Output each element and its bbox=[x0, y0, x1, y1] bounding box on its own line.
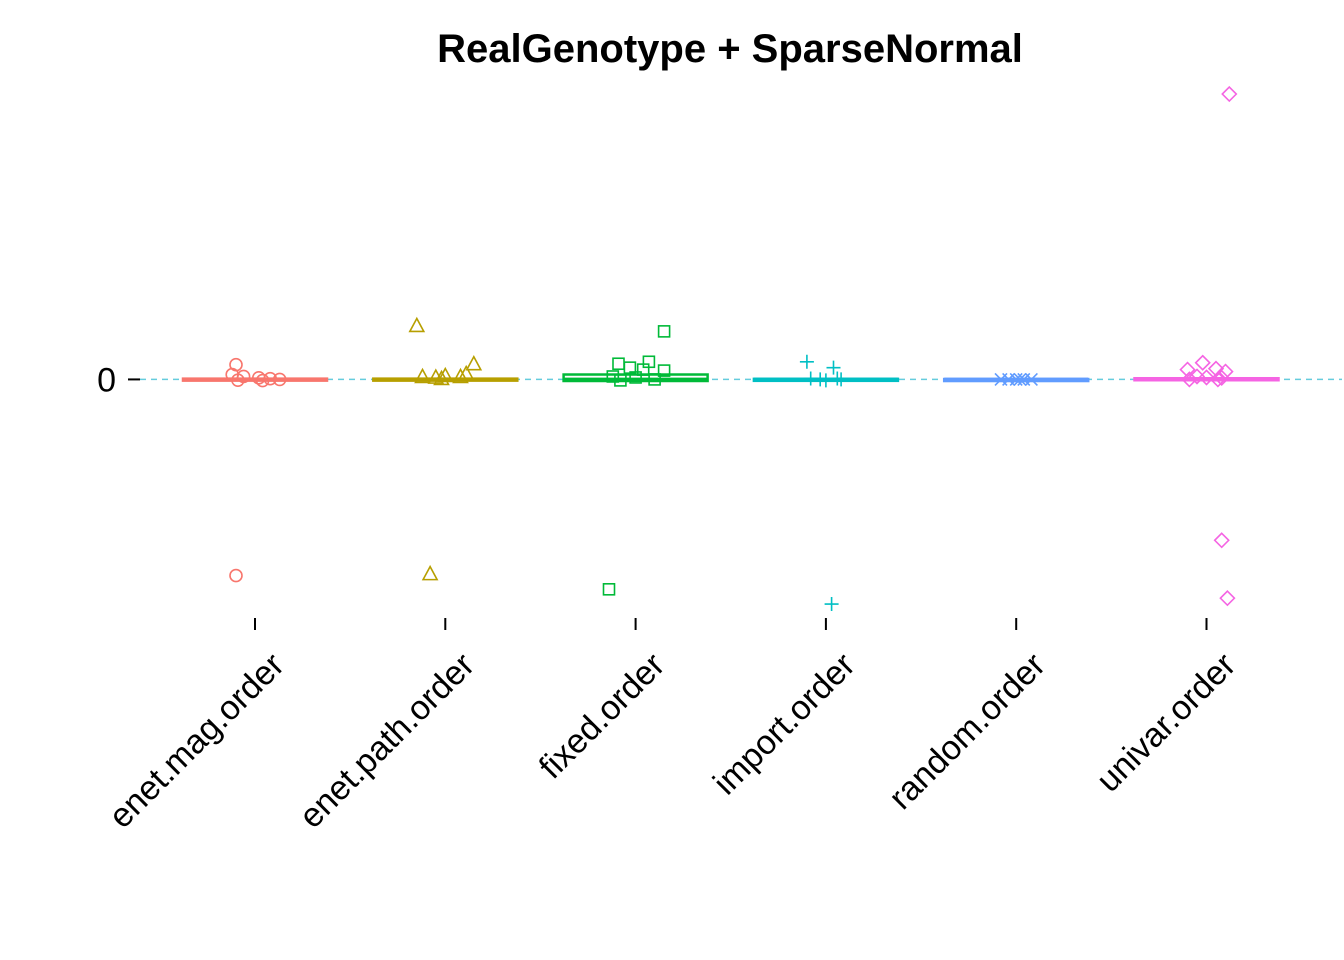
series-enet-path-order bbox=[372, 316, 519, 581]
data-point bbox=[421, 564, 439, 581]
data-point bbox=[830, 371, 845, 386]
data-point bbox=[1221, 85, 1238, 103]
data-point bbox=[629, 371, 642, 384]
data-point bbox=[1217, 363, 1234, 380]
data-point bbox=[1209, 371, 1227, 388]
data-point bbox=[1181, 371, 1198, 388]
data-point bbox=[606, 370, 620, 383]
data-point bbox=[636, 363, 650, 376]
x-tick-label: enet.path.order bbox=[292, 646, 482, 836]
data-point bbox=[1213, 532, 1230, 549]
data-point bbox=[826, 360, 841, 375]
series-enet-mag-order bbox=[181, 357, 329, 583]
data-point bbox=[1013, 372, 1027, 386]
data-point bbox=[1188, 368, 1206, 385]
data-point bbox=[272, 372, 287, 387]
data-point bbox=[1194, 354, 1211, 371]
data-point bbox=[457, 364, 475, 381]
data-point bbox=[1179, 361, 1196, 378]
data-point bbox=[1219, 590, 1236, 607]
data-point bbox=[657, 325, 671, 338]
series-univar-order bbox=[1133, 85, 1280, 607]
data-point bbox=[255, 373, 270, 388]
x-tick-label: univar.order bbox=[1089, 646, 1243, 800]
series-fixed-order bbox=[562, 325, 709, 596]
data-point bbox=[657, 364, 671, 377]
data-point bbox=[612, 357, 625, 371]
data-point bbox=[813, 372, 828, 387]
data-point bbox=[818, 373, 833, 388]
data-point bbox=[614, 374, 627, 387]
data-point bbox=[414, 367, 431, 384]
data-point bbox=[799, 354, 814, 369]
series-import-order bbox=[752, 354, 900, 612]
data-point bbox=[1213, 369, 1230, 386]
data-point bbox=[465, 355, 483, 371]
data-point bbox=[803, 371, 818, 386]
data-point bbox=[452, 367, 469, 384]
data-point bbox=[231, 373, 245, 388]
chart-title: RealGenotype + SparseNormal bbox=[437, 27, 1023, 71]
plot-area: 0 enet.mag.order enet.path.order fixed.orde… bbox=[97, 85, 1342, 836]
x-tick-label: enet.mag.order bbox=[102, 646, 292, 836]
data-point bbox=[263, 371, 278, 386]
data-point bbox=[824, 597, 839, 612]
data-point bbox=[408, 316, 426, 333]
data-point bbox=[1198, 369, 1215, 386]
data-point bbox=[436, 366, 454, 383]
data-point bbox=[433, 369, 450, 386]
x-tick-label: random.order bbox=[882, 646, 1053, 817]
data-point bbox=[834, 372, 849, 387]
data-point bbox=[1024, 372, 1038, 386]
x-tick-label: fixed.order bbox=[532, 646, 672, 786]
data-point bbox=[648, 373, 661, 386]
y-tick-label: 0 bbox=[97, 361, 116, 399]
data-point bbox=[602, 583, 616, 596]
x-tick-label: import.order bbox=[706, 646, 862, 802]
series-random-order bbox=[942, 372, 1090, 386]
data-point bbox=[229, 568, 243, 583]
